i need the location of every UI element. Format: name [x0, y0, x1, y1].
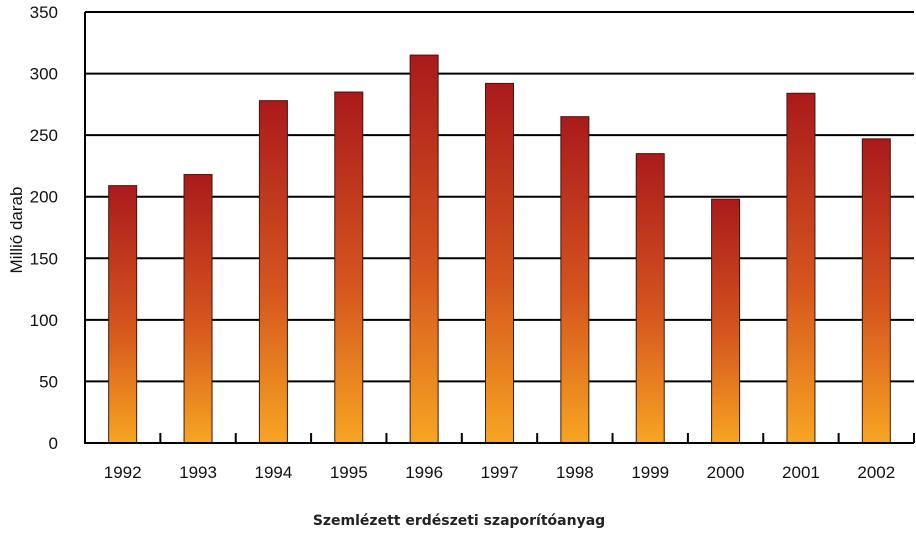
bar-2002: [861, 138, 891, 444]
chart-title: Szemlézett erdészeti szaporítóanyag: [313, 513, 605, 529]
y-tick-label: 300: [30, 65, 58, 84]
bar-1998: [560, 116, 590, 444]
bar-2001: [786, 92, 816, 444]
y-tick-labels: 0 50 100 150 200 250 300 350: [30, 3, 58, 453]
x-tick-label: 1996: [405, 463, 443, 482]
x-tick-label: 1993: [179, 463, 217, 482]
x-tick-label: 2001: [782, 463, 820, 482]
bar-1999: [635, 153, 665, 444]
bar-1997: [485, 82, 514, 444]
bar-1996: [409, 54, 439, 444]
axes: [84, 12, 915, 444]
bar-1993: [183, 174, 213, 444]
y-tick-label: 200: [30, 188, 58, 207]
x-tick-label: 1997: [481, 463, 519, 482]
bar-2000: [711, 198, 741, 444]
x-tick-label: 2000: [707, 463, 745, 482]
x-tick-labels: 1992 1993 1994 1995 1996 1997 1998 1999 2000 2001…: [104, 463, 895, 482]
y-tick-label: 250: [30, 126, 58, 145]
x-tick-label: 2002: [857, 463, 895, 482]
y-axis-label: Millió darab: [7, 187, 26, 274]
x-tick-label: 1994: [254, 463, 292, 482]
x-tick-label: 1995: [330, 463, 368, 482]
y-tick-label: 50: [39, 372, 58, 391]
bar-1995: [334, 91, 364, 444]
y-tick-label: 100: [30, 311, 58, 330]
x-tick-label: 1999: [631, 463, 669, 482]
y-tick-label: 150: [30, 249, 58, 268]
bar-1994: [258, 100, 288, 444]
x-tick-label: 1998: [556, 463, 594, 482]
bar-1992: [108, 185, 138, 444]
x-tick-label: 1992: [104, 463, 142, 482]
bars: [108, 54, 891, 444]
y-tick-label: 0: [49, 434, 58, 453]
y-tick-label: 350: [30, 3, 58, 22]
